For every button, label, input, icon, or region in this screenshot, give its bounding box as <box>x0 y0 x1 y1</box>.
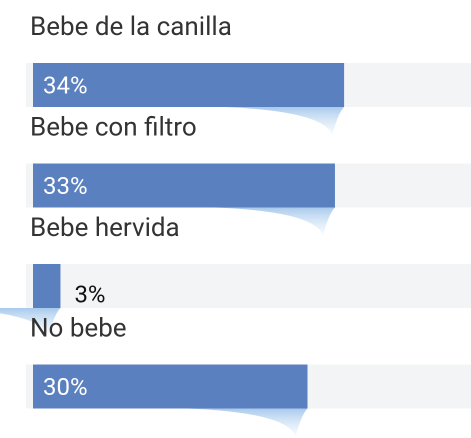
bar-curl <box>187 408 308 437</box>
bar-curl <box>0 308 61 336</box>
bar <box>33 63 345 107</box>
category-label: Bebe con filtro <box>30 112 197 142</box>
value-label: 30% <box>43 373 88 401</box>
value-label: 33% <box>43 172 88 200</box>
value-label: 3% <box>74 280 105 308</box>
bar-curl <box>214 207 335 236</box>
category-label: No bebe <box>30 313 127 343</box>
bar-curl <box>224 107 345 135</box>
category-label: Bebe de la canilla <box>30 12 232 42</box>
value-label: 34% <box>43 71 88 99</box>
category-label: Bebe hervida <box>30 213 180 243</box>
bar <box>33 264 61 308</box>
bar <box>33 364 308 409</box>
bar-track <box>26 264 471 308</box>
bar <box>33 163 335 208</box>
